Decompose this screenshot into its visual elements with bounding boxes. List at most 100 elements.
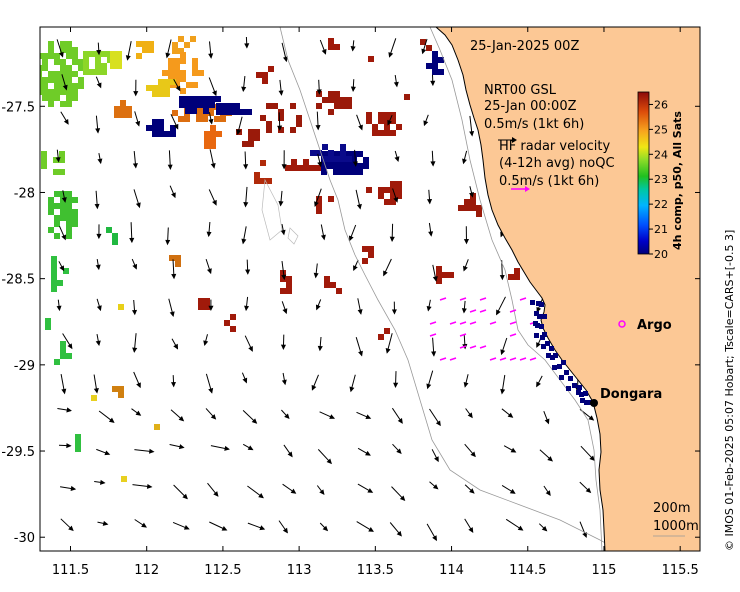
current-vector-head <box>463 265 468 272</box>
sst-pixel <box>185 108 191 114</box>
current-vector-head <box>136 382 141 389</box>
sst-pixel <box>101 51 107 57</box>
current-vector-head <box>383 270 388 277</box>
sst-pixel <box>66 71 72 77</box>
sst-pixel <box>351 169 357 175</box>
sst-pixel <box>152 131 158 137</box>
sst-pixel <box>72 95 78 101</box>
hf-legend-line2: (4-12h avg) noQC <box>499 156 615 171</box>
hf-vector <box>429 333 437 337</box>
sst-pixel <box>508 274 514 280</box>
sst-pixel <box>366 187 372 193</box>
current-vector-head <box>245 269 251 275</box>
sst-pixel <box>48 95 54 101</box>
current-vector-head <box>349 386 355 393</box>
current-vector-head <box>470 451 476 458</box>
sst-pixel <box>442 272 448 278</box>
sst-pixel <box>316 208 322 214</box>
coastal-cold-pixel <box>539 324 544 329</box>
current-vector-head <box>170 381 176 388</box>
current-vector-head <box>210 163 216 169</box>
current-vector-head <box>314 201 319 207</box>
sst-pixel <box>396 193 402 199</box>
y-tick-label: -28.5 <box>1 273 35 288</box>
current-vector-head <box>469 131 475 137</box>
sst-pixel <box>54 215 60 221</box>
sst-pixel <box>278 109 284 115</box>
sst-pixel <box>436 272 442 278</box>
sst-pixel <box>191 96 197 102</box>
current-vector-head <box>167 164 173 170</box>
sst-pixel <box>328 38 334 44</box>
coastal-cold-pixel <box>583 391 588 396</box>
hf-vector <box>449 321 457 325</box>
sst-pixel <box>204 143 210 149</box>
sst-pixel <box>40 71 42 77</box>
sst-pixel <box>514 268 520 274</box>
y-tick-label: -29 <box>14 359 35 374</box>
current-vector-head <box>281 274 287 281</box>
sst-pixel <box>384 112 390 118</box>
current-vector-head <box>365 450 371 456</box>
current-vector-head <box>462 158 467 165</box>
sst-pixel <box>158 125 164 131</box>
current-vector-head <box>281 379 287 386</box>
sst-pixel <box>303 165 309 171</box>
sst-pixel <box>185 96 191 102</box>
x-tick-label: 114.5 <box>509 563 546 578</box>
sst-pixel <box>254 129 260 135</box>
sst-pixel <box>60 203 66 209</box>
sst-pixel <box>41 151 47 157</box>
sst-pixel <box>351 163 357 169</box>
sst-pixel <box>328 109 334 115</box>
sst-pixel <box>48 197 54 203</box>
current-vector-head <box>236 129 242 136</box>
sst-pixel <box>204 131 210 137</box>
sst-pixel <box>59 157 65 163</box>
sst-pixel <box>66 47 72 53</box>
current-vector-head <box>281 164 287 170</box>
hf-vector <box>499 357 507 361</box>
sst-pixel <box>340 144 346 150</box>
sst-pixel <box>266 121 272 127</box>
current-vector-head <box>536 381 541 388</box>
sst-pixel <box>116 57 122 63</box>
sst-pixel <box>224 320 230 326</box>
current-vector-head <box>243 164 249 170</box>
sst-pixel <box>95 63 101 69</box>
sst-pixel <box>158 119 164 125</box>
map-title: 25-Jan-2025 00Z <box>470 39 579 54</box>
sst-pixel <box>42 59 48 65</box>
current-vector-head <box>317 161 323 168</box>
sst-pixel <box>178 116 184 122</box>
sst-pixel <box>51 262 57 268</box>
sst-pixel <box>196 116 202 122</box>
sst-pixel <box>41 157 47 163</box>
coastal-cold-pixel <box>564 370 569 375</box>
sst-pixel <box>384 328 390 334</box>
sst-pixel <box>66 203 72 209</box>
sst-pixel <box>316 91 322 97</box>
sst-pixel <box>174 76 180 82</box>
hf-vector <box>509 321 517 325</box>
sst-pixel <box>436 266 442 272</box>
current-vector-head <box>467 412 473 419</box>
sst-pixel <box>175 255 181 261</box>
sst-pixel <box>328 91 334 97</box>
sst-pixel <box>60 47 66 53</box>
sst-pixel <box>40 83 42 89</box>
sst-pixel <box>346 97 352 103</box>
current-vector-head <box>282 308 288 315</box>
sst-pixel <box>290 127 296 133</box>
sst-pixel <box>197 102 203 108</box>
current-vector-head <box>171 192 176 199</box>
sst-pixel <box>142 41 148 47</box>
current-vector-field <box>55 36 635 542</box>
current-vector-head <box>423 120 429 127</box>
sst-pixel <box>345 163 351 169</box>
current-vector-head <box>430 80 436 87</box>
sst-pixel <box>54 359 60 365</box>
coastal-cold-pixel <box>545 341 550 346</box>
sst-pixel <box>208 110 214 116</box>
sst-pixel <box>290 103 296 109</box>
